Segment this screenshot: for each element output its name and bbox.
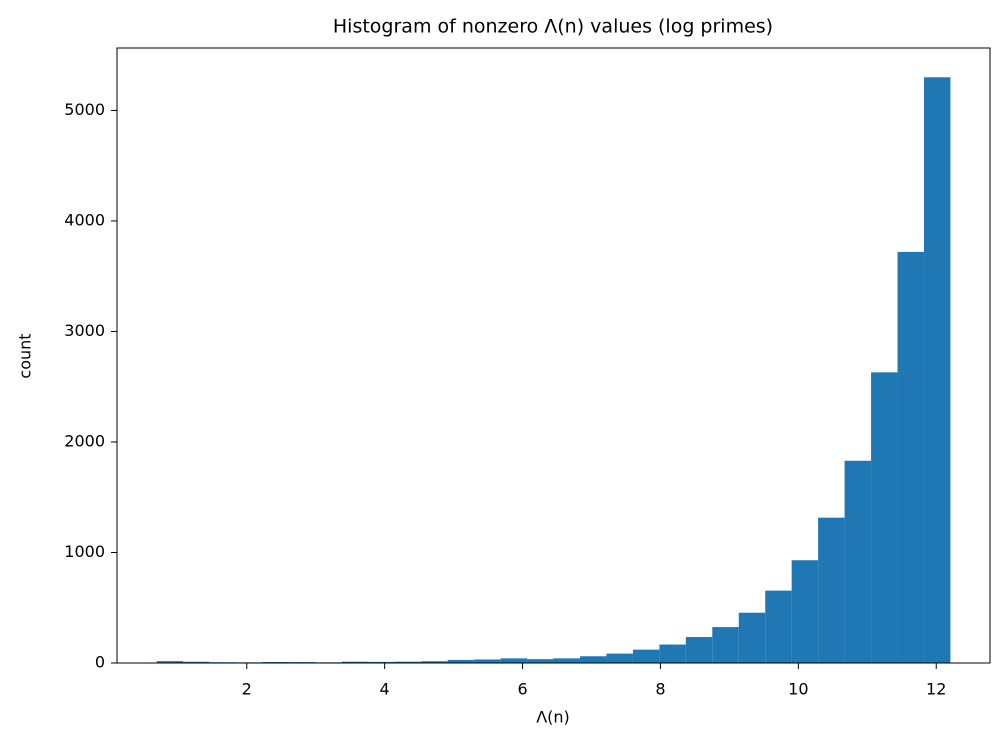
- y-tick-label: 2000: [64, 431, 105, 450]
- bar: [897, 251, 924, 663]
- y-tick-label: 4000: [64, 210, 105, 229]
- bar: [791, 560, 819, 663]
- bar: [553, 658, 580, 663]
- bar: [712, 627, 739, 663]
- bar: [500, 658, 528, 663]
- bar: [923, 77, 951, 664]
- bar: [447, 659, 475, 663]
- x-tick-label: 12: [926, 680, 946, 699]
- x-tick-label: 6: [517, 680, 527, 699]
- bar: [844, 460, 872, 663]
- bar: [606, 653, 633, 663]
- x-tick-label: 8: [655, 680, 665, 699]
- bar: [871, 372, 898, 663]
- y-tick-label: 3000: [64, 321, 105, 340]
- bar: [341, 661, 369, 663]
- bar: [156, 661, 184, 663]
- x-tick-label: 2: [242, 680, 252, 699]
- bar: [765, 590, 792, 663]
- bar: [527, 659, 554, 663]
- bar: [738, 612, 766, 663]
- y-tick-label: 5000: [64, 100, 105, 119]
- bar: [368, 661, 395, 663]
- bar: [659, 644, 686, 663]
- bar: [421, 661, 448, 663]
- bar: [183, 661, 210, 663]
- y-axis-label: count: [16, 333, 35, 378]
- x-axis-label: Λ(n): [536, 708, 570, 727]
- bar: [394, 661, 422, 663]
- chart-title: Histogram of nonzero Λ(n) values (log pr…: [333, 16, 773, 38]
- x-tick-label: 10: [788, 680, 808, 699]
- bar: [632, 649, 660, 663]
- y-tick-label: 0: [95, 653, 105, 672]
- plot-area: 2 4 6 8 10 12 0 1000 2000 3000 4000 5000: [64, 77, 951, 699]
- y-tick-label: 1000: [64, 542, 105, 561]
- bar: [579, 656, 607, 663]
- bar: [685, 637, 713, 663]
- bar: [474, 659, 501, 663]
- axes-frame: [116, 47, 991, 664]
- bar: [818, 517, 845, 663]
- x-tick-label: 4: [380, 680, 390, 699]
